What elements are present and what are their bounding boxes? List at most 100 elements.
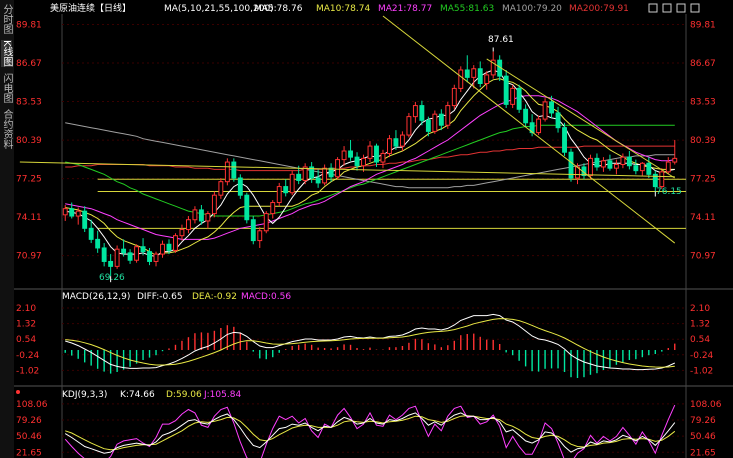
tab-kline[interactable]: K线图 bbox=[1, 40, 12, 67]
kdj-label: KDJ(9,3,3) bbox=[62, 390, 107, 400]
candle bbox=[198, 205, 204, 225]
candle bbox=[387, 135, 392, 158]
price-tick-left: 74.11 bbox=[16, 213, 42, 223]
kdj-k-label: K:74.66 bbox=[120, 390, 155, 400]
candle bbox=[672, 139, 678, 165]
candle bbox=[244, 192, 250, 224]
ma10-line bbox=[65, 78, 675, 256]
candle-body bbox=[438, 113, 444, 126]
candle-body bbox=[160, 243, 165, 255]
panel-frames bbox=[14, 14, 733, 458]
candle bbox=[289, 170, 295, 196]
macd-label: MACD(26,12,9) bbox=[62, 292, 130, 302]
macd-dea-label: DEA:-0.92 bbox=[192, 292, 237, 302]
candle bbox=[613, 159, 619, 175]
candle-body bbox=[114, 248, 120, 267]
candle-body bbox=[322, 167, 328, 184]
candle bbox=[588, 154, 593, 180]
macd-tick-right: -0.24 bbox=[690, 351, 714, 361]
main-title: 美原油连续【日线】 bbox=[50, 2, 131, 14]
candle-body bbox=[341, 150, 347, 161]
candle bbox=[179, 224, 185, 241]
candle bbox=[471, 65, 477, 89]
grid-view-icon[interactable] bbox=[648, 3, 658, 13]
chart-area[interactable]: 美原油连续【日线】 MA(5,10,21,55,100,200) MA5:78.… bbox=[14, 0, 733, 458]
macd-tick-right: 2.10 bbox=[690, 304, 710, 314]
candle-body bbox=[276, 186, 282, 204]
candle-body bbox=[672, 157, 678, 163]
candle bbox=[315, 169, 321, 188]
candle-body bbox=[562, 127, 567, 153]
candle bbox=[211, 191, 217, 218]
candle bbox=[114, 245, 120, 269]
candle bbox=[218, 178, 224, 199]
candle-body bbox=[244, 194, 250, 221]
price-tick-right: 77.25 bbox=[690, 175, 716, 185]
price-tick-left: 77.25 bbox=[16, 175, 42, 185]
candle-body bbox=[626, 156, 632, 167]
candle-body bbox=[646, 162, 652, 175]
candle-body bbox=[412, 105, 418, 118]
candle bbox=[399, 131, 405, 151]
zoom-in-icon[interactable] bbox=[676, 3, 686, 13]
candle bbox=[361, 154, 366, 172]
kdj-j-label: J:105.84 bbox=[203, 390, 241, 400]
candle-body bbox=[328, 167, 334, 178]
trend-line bbox=[486, 58, 676, 179]
candle-body bbox=[185, 219, 191, 231]
candle bbox=[341, 146, 347, 166]
tab-contract-info[interactable]: 合约资料 bbox=[1, 108, 12, 149]
candle-body bbox=[192, 209, 198, 221]
candle bbox=[620, 153, 626, 169]
trend-lines bbox=[19, 15, 676, 283]
candle bbox=[354, 152, 360, 171]
candle-body bbox=[335, 159, 341, 178]
candle bbox=[205, 211, 211, 229]
candle-body bbox=[393, 138, 399, 147]
candle bbox=[302, 163, 308, 185]
macd-tick-left: 0.54 bbox=[16, 335, 36, 345]
kdj-dot-icon bbox=[16, 390, 20, 394]
ma5-label: MA5:78.76 bbox=[254, 4, 303, 14]
ma200-label: MA200:79.91 bbox=[569, 4, 629, 14]
candle bbox=[88, 219, 94, 244]
kdj-k-line bbox=[64, 412, 676, 454]
candle-body bbox=[153, 253, 159, 262]
candle-body bbox=[354, 156, 360, 167]
trend-line bbox=[19, 161, 675, 178]
candle-body bbox=[263, 213, 269, 232]
kdj-j-line bbox=[64, 404, 676, 458]
settings-icon[interactable] bbox=[662, 3, 672, 13]
candle-body bbox=[516, 87, 522, 110]
candle bbox=[127, 249, 133, 264]
candle-body bbox=[315, 177, 321, 184]
candle bbox=[464, 55, 470, 83]
candle bbox=[438, 109, 444, 131]
macd-dea-line bbox=[65, 318, 675, 368]
macd-tick-left: -1.02 bbox=[16, 366, 39, 376]
candle bbox=[348, 139, 353, 161]
kdj-tick-right: 50.46 bbox=[690, 432, 716, 442]
candle-body bbox=[503, 75, 509, 105]
toolbar-icons bbox=[648, 3, 700, 13]
candle-body bbox=[588, 157, 593, 177]
tab-flash-chart[interactable]: 闪电图 bbox=[1, 72, 12, 103]
zoom-out-icon[interactable] bbox=[690, 3, 700, 13]
candle bbox=[484, 71, 490, 90]
low-price-label-left: 69.26 bbox=[99, 273, 125, 283]
price-axis: 89.81 89.81 86.67 86.67 83.53 83.53 80.39 80.39… bbox=[16, 20, 716, 261]
candle bbox=[607, 154, 613, 171]
candle-body bbox=[451, 87, 457, 107]
price-tick-right: 74.11 bbox=[690, 213, 716, 223]
candle-body bbox=[542, 101, 548, 120]
kdj-lines bbox=[64, 404, 676, 458]
tab-time-sharing[interactable]: 分时图 bbox=[1, 4, 12, 34]
candle-body bbox=[620, 156, 626, 166]
candle-body bbox=[361, 157, 366, 167]
candle-body bbox=[250, 219, 256, 242]
candle bbox=[374, 143, 379, 167]
candle bbox=[406, 112, 412, 138]
candle bbox=[445, 101, 451, 129]
candle-body bbox=[613, 164, 619, 169]
candle bbox=[458, 66, 464, 93]
